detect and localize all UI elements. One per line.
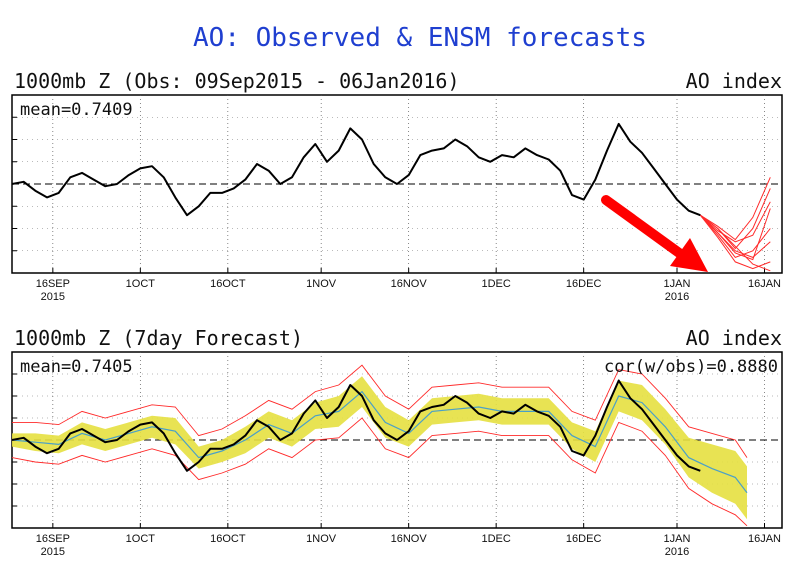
forecast-member-line: [699, 214, 771, 270]
ensemble-spread-band: [12, 376, 747, 520]
observed-ao-line: [11, 379, 701, 472]
bottom-panel-mean: mean=0.7405: [20, 357, 133, 377]
top-panel-mean: mean=0.7409: [20, 100, 133, 120]
top-series: [11, 122, 771, 272]
x-tick-label: 16NOV: [391, 278, 428, 290]
bottom-panel: mean=0.7405 cor(w/obs)=0.8880 16SEP20151…: [11, 351, 783, 558]
x-tick-label: 16JAN: [748, 278, 781, 290]
x-tick-label: 16OCT: [210, 278, 246, 290]
x-tick-label: 16OCT: [210, 533, 246, 545]
x-tick-label: 16SEP: [36, 278, 70, 290]
bottom-panel-index-label: AO index: [686, 326, 782, 350]
x-tick-label: 1OCT: [126, 278, 156, 290]
red-arrow-icon: [601, 195, 708, 272]
x-tick-label: 1NOV: [306, 533, 337, 545]
x-tick-label: 16DEC: [566, 278, 602, 290]
forecast-member-line: [699, 201, 771, 243]
observed-ao-line: [11, 122, 701, 217]
x-tick-label: 16DEC: [566, 533, 602, 545]
figure-title: AO: Observed & ENSM forecasts: [193, 23, 647, 53]
bottom-panel-title: 1000mb Z (7day Forecast): [14, 326, 303, 350]
x-tick-label: 16SEP: [36, 533, 70, 545]
ensemble-envelope-lower: [11, 417, 748, 527]
x-tick-label: 1JAN: [664, 278, 691, 290]
ensemble-mean-line: [11, 390, 748, 494]
x-tick-label: 1NOV: [306, 278, 337, 290]
x-tick-label: 1DEC: [481, 278, 510, 290]
forecast-member-line: [699, 208, 771, 261]
x-tick-label: 16JAN: [748, 533, 781, 545]
bottom-panel-correlation: cor(w/obs)=0.8880: [604, 357, 778, 377]
forecast-member-line: [699, 188, 771, 250]
ensemble-envelope-upper: [12, 364, 748, 458]
x-tick-year-label: 2016: [665, 546, 689, 558]
top-panel-title: 1000mb Z (Obs: 09Sep2015 - 06Jan2016): [14, 69, 460, 93]
x-tick-label: 1JAN: [664, 533, 691, 545]
x-tick-year-label: 2015: [41, 291, 65, 303]
x-tick-label: 1OCT: [126, 533, 156, 545]
bottom-series: [11, 364, 748, 527]
x-tick-label: 1DEC: [481, 533, 510, 545]
x-tick-year-label: 2016: [665, 291, 689, 303]
top-panel-index-label: AO index: [686, 69, 782, 93]
x-tick-label: 16NOV: [391, 533, 428, 545]
forecast-member-line: [700, 177, 771, 241]
x-tick-year-label: 2015: [41, 546, 65, 558]
